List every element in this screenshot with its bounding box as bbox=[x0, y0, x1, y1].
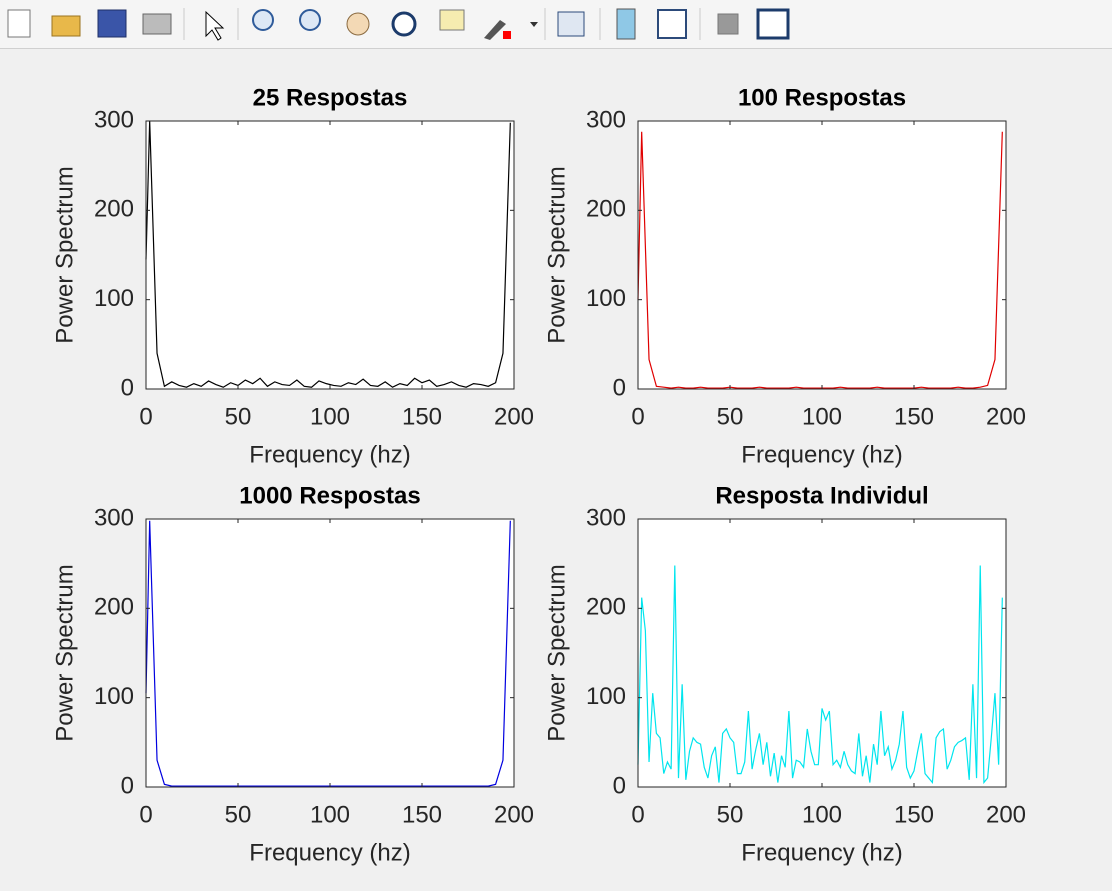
legend-icon[interactable] bbox=[657, 9, 687, 39]
x-tick-label: 200 bbox=[986, 801, 1026, 828]
x-axis-label: Frequency (hz) bbox=[249, 441, 410, 468]
brush-color bbox=[503, 31, 511, 39]
x-tick-label: 50 bbox=[225, 403, 252, 430]
data-line bbox=[145, 120, 511, 388]
x-tick-label: 200 bbox=[494, 801, 534, 828]
y-tick-label: 300 bbox=[586, 106, 626, 133]
x-tick-label: 100 bbox=[310, 801, 350, 828]
y-tick-label: 200 bbox=[94, 196, 134, 223]
new-icon[interactable] bbox=[7, 9, 31, 38]
axes-title: 25 Respostas bbox=[253, 84, 408, 111]
x-tick-label: 0 bbox=[631, 403, 644, 430]
y-tick-label: 200 bbox=[586, 594, 626, 621]
y-tick-label: 0 bbox=[121, 772, 134, 799]
y-tick-label: 0 bbox=[613, 374, 626, 401]
hide-plot-tools-icon[interactable] bbox=[717, 13, 739, 35]
open-icon[interactable] bbox=[51, 15, 81, 37]
x-axis-label: Frequency (hz) bbox=[249, 839, 410, 866]
data-line bbox=[637, 565, 1003, 785]
toolbar-background bbox=[0, 0, 1112, 48]
y-tick-label: 100 bbox=[586, 285, 626, 312]
x-axis-label: Frequency (hz) bbox=[741, 839, 902, 866]
axes-title: 1000 Respostas bbox=[239, 482, 420, 509]
plot-area bbox=[146, 519, 514, 787]
y-tick-label: 300 bbox=[94, 106, 134, 133]
save-icon[interactable] bbox=[97, 9, 127, 38]
toolbar bbox=[0, 0, 1112, 49]
brush-dropdown[interactable] bbox=[530, 22, 538, 27]
y-tick-label: 200 bbox=[94, 594, 134, 621]
y-axis-label: Power Spectrum bbox=[51, 564, 78, 741]
axes: 0 50 100 150 200 0 100 200 300 100 Respostas Frequ… bbox=[543, 84, 1026, 468]
plot-area bbox=[638, 519, 1006, 787]
link-icon[interactable] bbox=[557, 11, 585, 37]
x-tick-label: 100 bbox=[802, 403, 842, 430]
y-tick-label: 100 bbox=[94, 285, 134, 312]
x-tick-label: 100 bbox=[310, 403, 350, 430]
x-tick-label: 0 bbox=[139, 403, 152, 430]
y-tick-label: 100 bbox=[94, 683, 134, 710]
plot-area bbox=[146, 121, 514, 389]
print-icon[interactable] bbox=[142, 13, 172, 35]
y-axis-label: Power Spectrum bbox=[543, 166, 570, 343]
y-tick-label: 100 bbox=[586, 683, 626, 710]
plot-area bbox=[638, 121, 1006, 389]
data-line bbox=[145, 520, 511, 787]
pointer-icon[interactable] bbox=[205, 10, 225, 41]
x-tick-label: 200 bbox=[986, 403, 1026, 430]
x-tick-label: 100 bbox=[802, 801, 842, 828]
y-tick-label: 300 bbox=[94, 504, 134, 531]
x-tick-label: 150 bbox=[402, 801, 442, 828]
x-tick-label: 0 bbox=[631, 801, 644, 828]
rotate-icon[interactable] bbox=[391, 11, 417, 37]
y-axis-label: Power Spectrum bbox=[51, 166, 78, 343]
y-tick-label: 300 bbox=[586, 504, 626, 531]
axes: 0 50 100 150 200 0 100 200 300 Resposta Individul… bbox=[543, 482, 1026, 866]
x-tick-label: 50 bbox=[717, 403, 744, 430]
axes-title: 100 Respostas bbox=[738, 84, 906, 111]
colorbar-icon[interactable] bbox=[616, 8, 636, 40]
pan-icon[interactable] bbox=[346, 12, 370, 36]
axes: 0 50 100 150 200 0 100 200 300 1000 Respostas Freq… bbox=[51, 482, 534, 866]
axes: 0 50 100 150 200 0 100 200 300 25 Respostas Freque… bbox=[51, 84, 534, 468]
x-tick-label: 0 bbox=[139, 801, 152, 828]
data-cursor-icon[interactable] bbox=[439, 9, 465, 31]
x-tick-label: 50 bbox=[225, 801, 252, 828]
x-tick-label: 150 bbox=[894, 801, 934, 828]
y-axis-label: Power Spectrum bbox=[543, 564, 570, 741]
y-tick-label: 0 bbox=[613, 772, 626, 799]
zoom-in-icon[interactable] bbox=[252, 9, 274, 31]
y-tick-label: 200 bbox=[586, 196, 626, 223]
zoom-out-icon[interactable] bbox=[299, 9, 321, 31]
x-tick-label: 150 bbox=[402, 403, 442, 430]
y-tick-label: 0 bbox=[121, 374, 134, 401]
x-tick-label: 50 bbox=[717, 801, 744, 828]
x-tick-label: 150 bbox=[894, 403, 934, 430]
brush-icon[interactable] bbox=[484, 20, 506, 40]
show-plot-tools-icon[interactable] bbox=[756, 8, 790, 40]
x-tick-label: 200 bbox=[494, 403, 534, 430]
axes-title: Resposta Individul bbox=[715, 482, 928, 509]
x-axis-label: Frequency (hz) bbox=[741, 441, 902, 468]
data-line bbox=[637, 131, 1003, 389]
